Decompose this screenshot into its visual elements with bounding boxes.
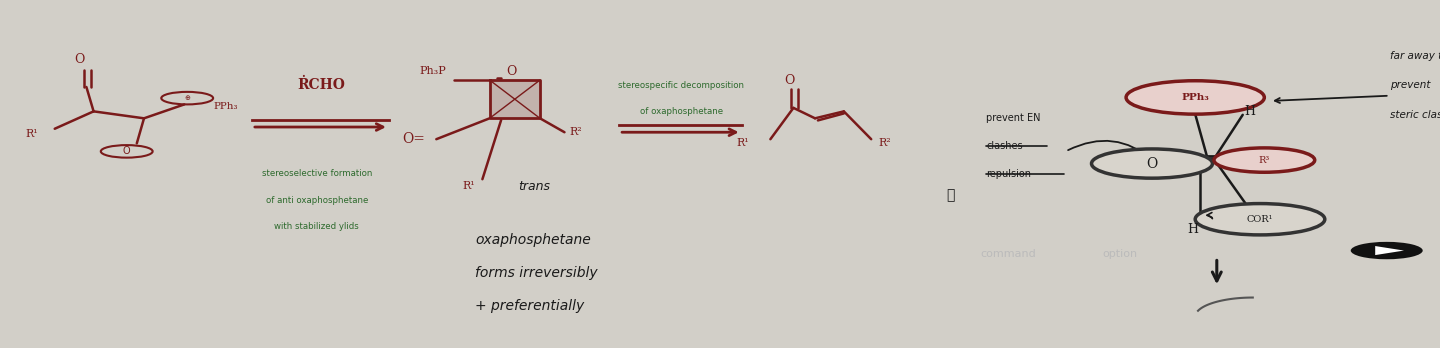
Text: stereoselective formation: stereoselective formation	[262, 169, 372, 179]
Text: repulsion: repulsion	[986, 169, 1031, 179]
Text: steric clashes: steric clashes	[1390, 110, 1440, 120]
Text: ṘCHO: ṘCHO	[297, 78, 346, 92]
Circle shape	[1126, 81, 1264, 114]
Text: with stabilized ylids: with stabilized ylids	[275, 222, 359, 231]
Text: O: O	[505, 65, 517, 78]
Circle shape	[1092, 149, 1212, 178]
Text: O: O	[783, 73, 795, 87]
Text: R¹: R¹	[26, 129, 37, 139]
Text: R²: R²	[570, 127, 582, 137]
Text: forms irreversibly: forms irreversibly	[475, 266, 598, 280]
Text: 🚶: 🚶	[946, 188, 955, 202]
Text: R¹: R¹	[462, 181, 475, 191]
Polygon shape	[1375, 246, 1404, 255]
Text: prevent: prevent	[1390, 80, 1430, 90]
Text: clashes: clashes	[986, 141, 1022, 151]
Text: of oxaphosphetane: of oxaphosphetane	[639, 107, 723, 116]
Text: stereospecific decomposition: stereospecific decomposition	[618, 81, 744, 90]
Text: + preferentially: + preferentially	[475, 299, 585, 313]
Text: O: O	[73, 53, 85, 66]
Text: command: command	[981, 249, 1035, 259]
Circle shape	[1351, 242, 1423, 259]
Polygon shape	[490, 80, 540, 118]
Text: prevent EN: prevent EN	[986, 113, 1041, 123]
Text: Ph₃P: Ph₃P	[419, 66, 446, 76]
Text: R²: R²	[878, 138, 891, 148]
Text: R³: R³	[1259, 156, 1270, 165]
Text: COR¹: COR¹	[1247, 215, 1273, 224]
Text: R¹: R¹	[736, 138, 749, 148]
Text: ⊕: ⊕	[184, 95, 190, 101]
Text: PPh₃: PPh₃	[213, 102, 238, 111]
Text: H: H	[1244, 105, 1256, 118]
Text: PPh₃: PPh₃	[1181, 93, 1210, 102]
Text: O: O	[1146, 157, 1158, 171]
Text: option: option	[1103, 249, 1138, 259]
Text: far away to: far away to	[1390, 51, 1440, 61]
Circle shape	[1214, 148, 1315, 172]
Text: O: O	[122, 147, 131, 156]
Text: O=: O=	[402, 132, 425, 146]
Text: trans: trans	[518, 180, 550, 193]
Text: H: H	[1187, 223, 1198, 236]
Text: of anti oxaphosphetane: of anti oxaphosphetane	[265, 196, 369, 205]
Text: oxaphosphetane: oxaphosphetane	[475, 233, 590, 247]
Circle shape	[1195, 204, 1325, 235]
